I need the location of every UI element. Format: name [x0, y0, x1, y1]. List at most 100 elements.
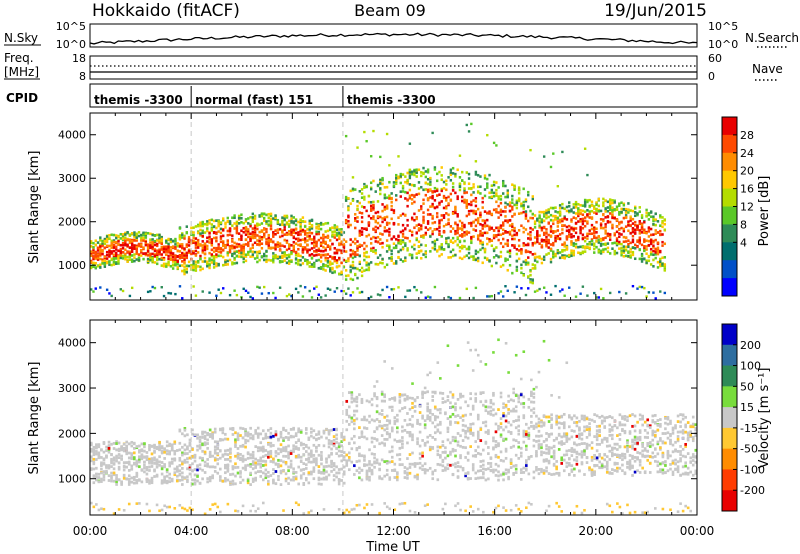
power-cell [511, 234, 514, 238]
power-cell [363, 251, 366, 255]
power-cell [235, 230, 239, 233]
power-cell [622, 235, 626, 239]
power-cell [226, 239, 229, 242]
power-cell [426, 198, 430, 201]
power-cell [374, 249, 377, 252]
power-cell [572, 203, 575, 206]
power-cell [158, 237, 161, 241]
power-cell [499, 242, 503, 245]
power-cell [333, 290, 336, 293]
velocity-cell [155, 503, 159, 507]
power-cell [431, 232, 434, 236]
velocity-cell [178, 458, 182, 462]
velocity-cell [203, 512, 207, 516]
velocity-cell [175, 469, 179, 473]
power-cell [488, 196, 491, 199]
velocity-cell [229, 427, 232, 431]
power-cell [317, 249, 321, 252]
velocity-cell [107, 474, 111, 478]
power-cell [242, 287, 245, 291]
power-cell [474, 224, 478, 228]
power-cell [615, 205, 619, 209]
power-cell [463, 234, 466, 237]
power-cell [449, 168, 453, 172]
power-cell [310, 263, 314, 266]
power-cell [568, 201, 571, 204]
power-cell [367, 255, 371, 259]
power-cell [253, 241, 257, 245]
power-cell [629, 247, 632, 251]
velocity-cell [272, 472, 275, 475]
power-cell [536, 230, 539, 233]
power-cell [240, 238, 243, 241]
power-cell [549, 235, 553, 238]
velocity-cell [165, 505, 169, 509]
power-cell [274, 217, 277, 221]
power-cell [297, 220, 300, 224]
velocity-cell [170, 477, 174, 481]
power-cell [308, 289, 311, 293]
power-cell [103, 255, 107, 259]
velocity-cell [107, 450, 111, 454]
velocity-cell [143, 463, 146, 467]
velocity-cell [196, 444, 199, 448]
power-cell [467, 182, 471, 186]
velocity-cell [256, 459, 260, 462]
power-cell [310, 296, 314, 299]
power-cell [515, 252, 519, 256]
velocity-cell [302, 512, 306, 515]
power-cell [433, 166, 437, 169]
power-cell [308, 219, 311, 223]
velocity-cell [145, 478, 149, 482]
power-cell [397, 175, 400, 179]
velocity-cell [160, 450, 164, 453]
power-cell [499, 255, 503, 258]
power-cell [615, 225, 619, 228]
power-cell [611, 225, 614, 228]
power-cell [531, 216, 534, 220]
power-cell [608, 198, 612, 201]
power-cell [347, 259, 350, 263]
power-cell [476, 234, 480, 237]
power-cell [486, 224, 489, 228]
velocity-cell [145, 468, 149, 472]
velocity-cell [218, 428, 222, 432]
power-cell [435, 187, 439, 191]
velocity-cell [145, 458, 149, 462]
power-cell [438, 229, 441, 233]
power-cell [602, 250, 605, 254]
power-cell [196, 224, 200, 228]
power-cell [285, 248, 289, 252]
power-cell [613, 249, 616, 253]
power-cell [620, 210, 623, 214]
power-cell [499, 290, 503, 293]
power-cell [390, 252, 393, 256]
velocity-cell [201, 431, 204, 434]
velocity-cell [105, 449, 108, 452]
power-cell [499, 208, 503, 212]
velocity-cell [330, 462, 333, 466]
power-cell [461, 233, 464, 236]
velocity-cell [132, 461, 136, 465]
power-cell [185, 231, 189, 234]
power-cell [176, 242, 179, 245]
power-cell [461, 228, 464, 232]
power-cell [240, 216, 243, 220]
power-cell [570, 218, 573, 221]
power-cell [381, 217, 384, 220]
power-cell [144, 252, 148, 255]
velocity-cell [158, 440, 161, 444]
power-cell [235, 220, 239, 224]
velocity-cell [148, 465, 151, 469]
velocity-cell [216, 447, 220, 451]
velocity-cell [110, 479, 113, 483]
power-cell [105, 261, 109, 265]
velocity-cell [312, 468, 316, 472]
velocity-cell [117, 478, 121, 482]
power-cell [577, 220, 580, 223]
velocity-cell [196, 468, 199, 472]
velocity-cell [218, 449, 222, 452]
velocity-cell [284, 460, 288, 464]
power-cell [326, 229, 330, 233]
power-cell [278, 249, 282, 252]
